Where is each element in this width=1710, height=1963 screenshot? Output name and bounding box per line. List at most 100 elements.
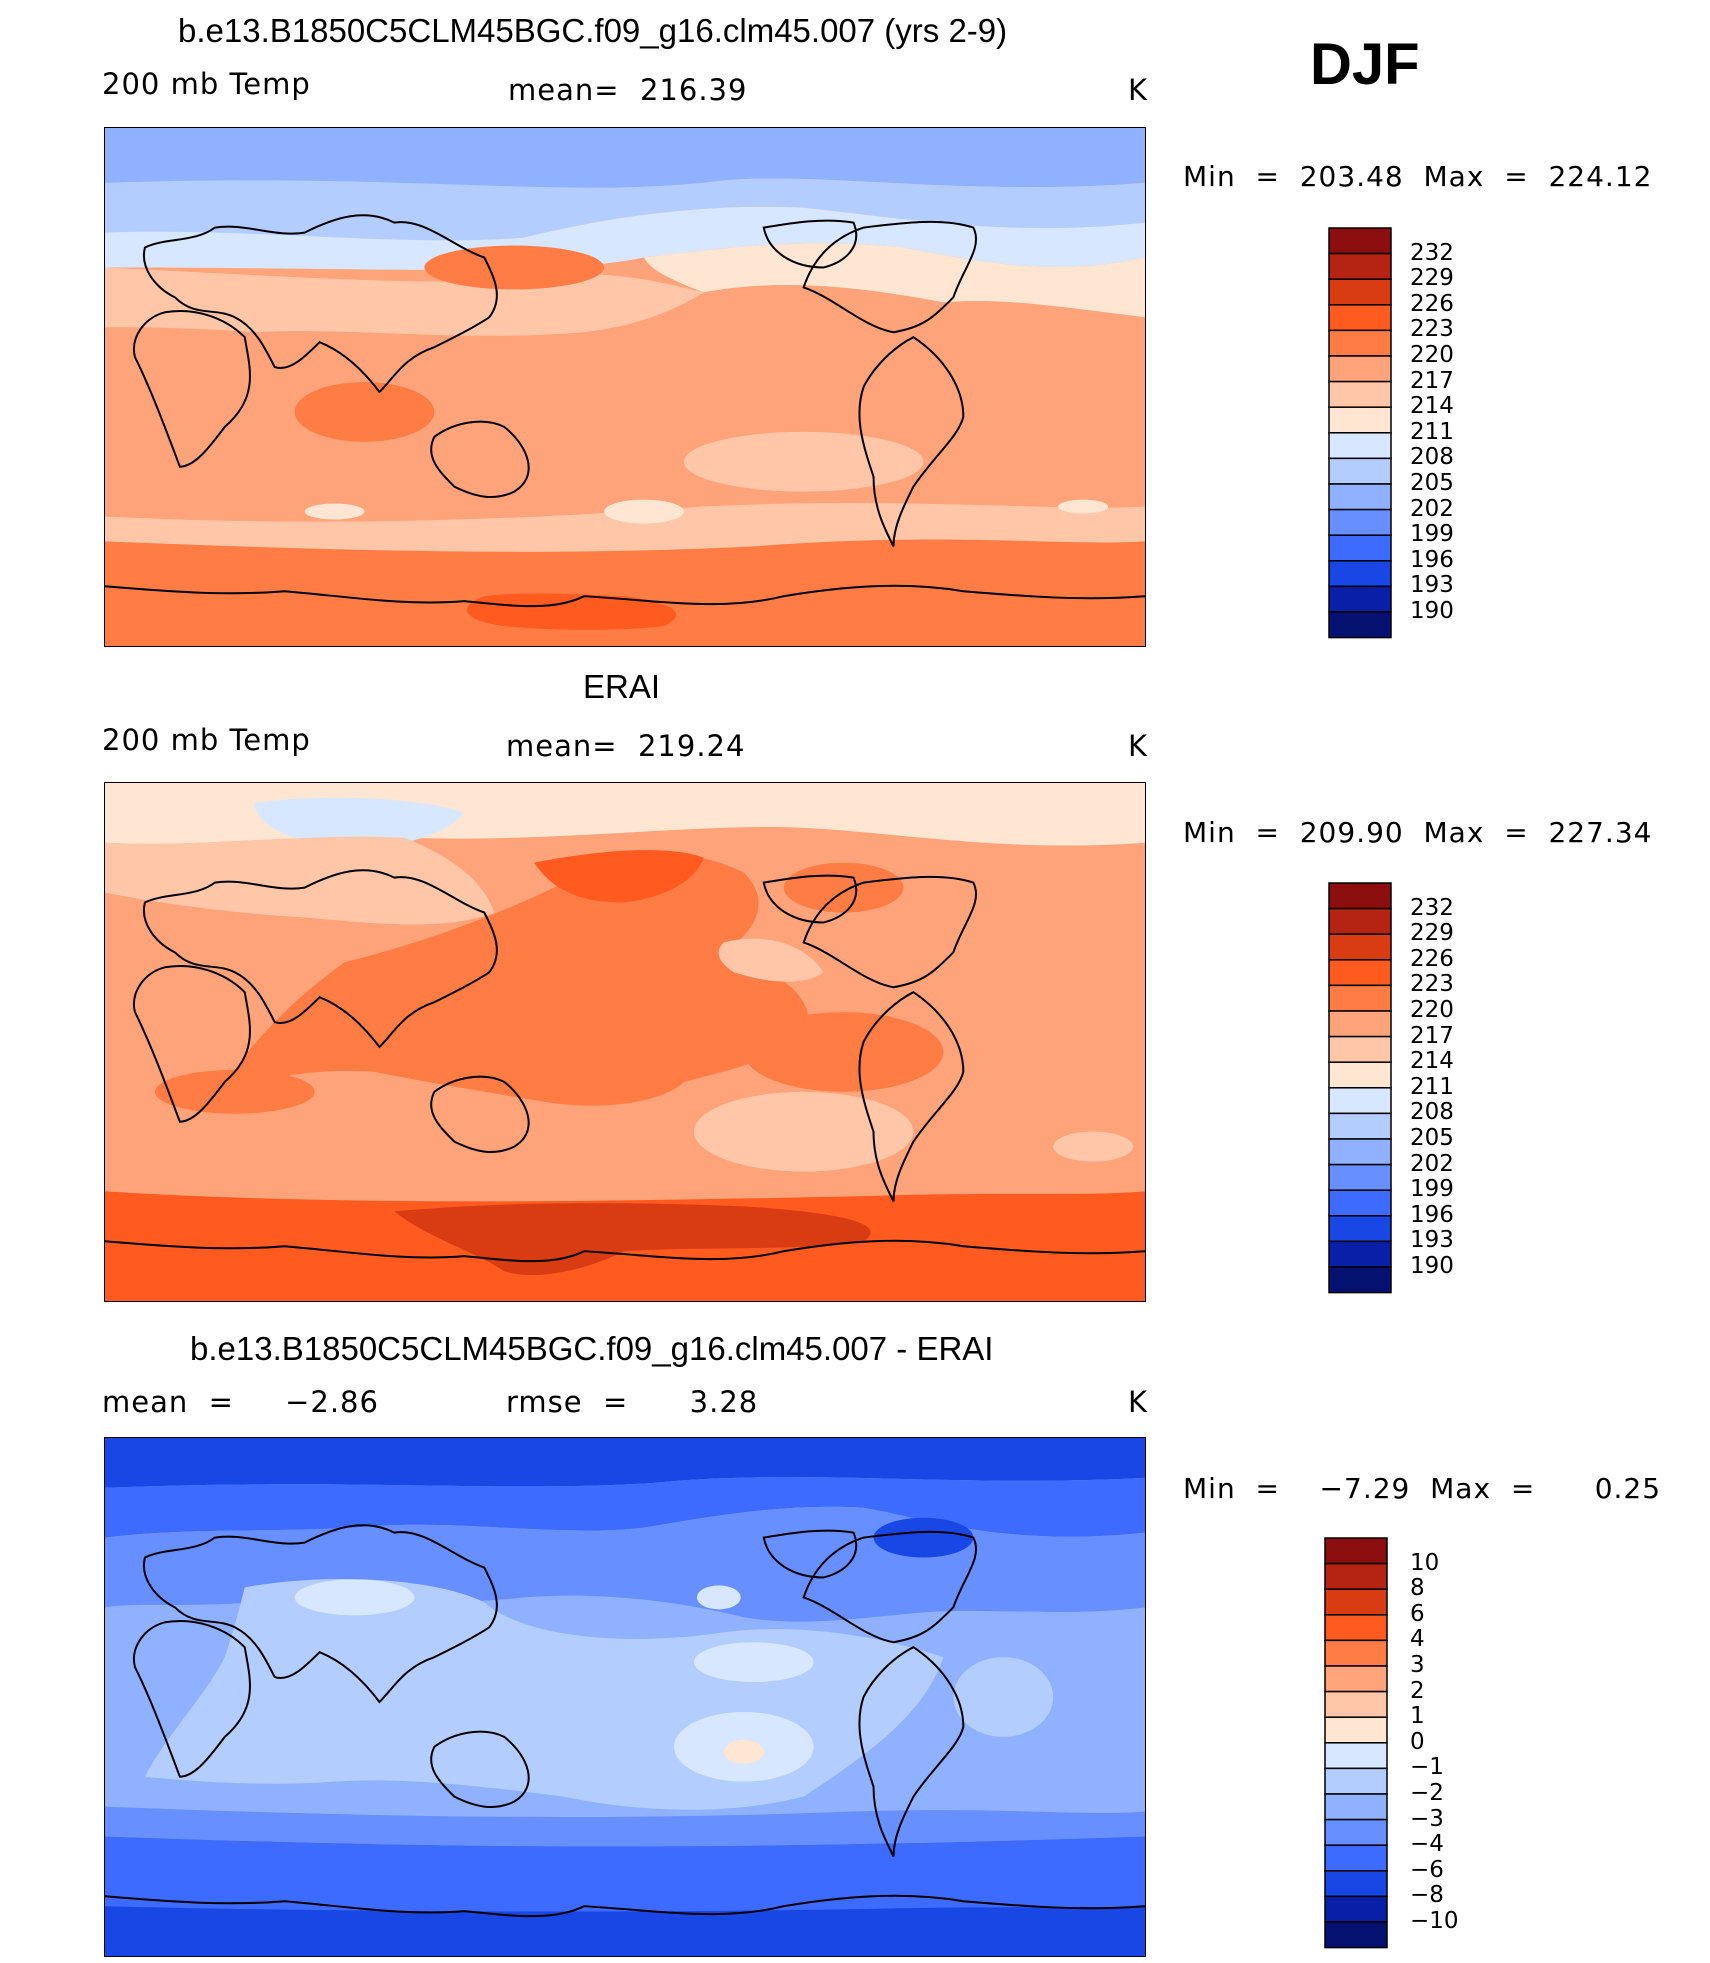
colorbar-level-label: 10	[1410, 1549, 1440, 1576]
colorbar-swatch	[1324, 1742, 1388, 1770]
colorbar-level-label: 223	[1410, 316, 1454, 343]
colorbar-level-label: 214	[1410, 393, 1454, 420]
colorbar-swatch	[1328, 1035, 1392, 1063]
minmax-label: Min = 203.48 Max = 224.12	[1183, 160, 1653, 193]
colorbar-level-label: 220	[1410, 997, 1454, 1023]
panel-title: b.e13.B1850C5CLM45BGC.f09_g16.clm45.007 …	[190, 1330, 994, 1367]
colorbar-level-label: 208	[1410, 1099, 1454, 1126]
colorbar-level-label: 229	[1410, 265, 1454, 292]
colorbar-swatch	[1328, 611, 1392, 639]
colorbar-level-label: 217	[1410, 367, 1454, 394]
colorbar-level-label: 0	[1410, 1728, 1425, 1755]
colorbar-swatch	[1328, 1061, 1392, 1089]
colorbar-swatch	[1324, 1870, 1388, 1898]
colorbar-level-label: 190	[1410, 598, 1454, 624]
colorbar-swatch	[1324, 1614, 1388, 1642]
colorbar-swatch	[1328, 432, 1392, 460]
colorbar-level-label: 196	[1410, 546, 1454, 573]
colorbar-level-label: 226	[1410, 945, 1454, 972]
colorbar-level-label: 3	[1410, 1652, 1425, 1678]
colorbar-level-label: 199	[1410, 1176, 1454, 1203]
colorbar-swatch	[1328, 355, 1392, 383]
colorbar-swatch	[1328, 1087, 1392, 1115]
colorbar-swatch	[1324, 1588, 1388, 1616]
variable-label: 200 mb Temp	[102, 723, 311, 757]
colorbar-swatch	[1324, 1793, 1388, 1821]
colorbar-swatch	[1328, 304, 1392, 332]
colorbar-level-label: 2	[1410, 1677, 1425, 1704]
colorbar-level-label: 190	[1410, 1253, 1454, 1279]
colorbar-swatch	[1324, 1767, 1388, 1795]
colorbar: 10 8 6 4 3 2 1 0 −1 −2 −3 −4 −6 −8 −10	[1324, 1537, 1574, 1949]
colorbar-level-label: 229	[1410, 920, 1454, 947]
colorbar-level-label: 202	[1410, 1150, 1454, 1177]
colorbar-swatch	[1328, 560, 1392, 588]
colorbar-swatch	[1328, 508, 1392, 536]
colorbar-level-label: 196	[1410, 1201, 1454, 1228]
units-label: K	[1128, 729, 1149, 763]
colorbar-level-label: 220	[1410, 342, 1454, 368]
colorbar-swatches	[1324, 1537, 1388, 1949]
colorbar-swatch	[1324, 1844, 1388, 1872]
colorbar-swatch	[1324, 1716, 1388, 1744]
mean-label: mean = −2.86	[102, 1385, 379, 1419]
mean-label: mean= 219.24	[506, 729, 746, 763]
colorbar-level-label: 202	[1410, 495, 1454, 522]
colorbar-level-label: −1	[1410, 1754, 1444, 1781]
units-label: K	[1128, 73, 1149, 107]
colorbar-swatch	[1328, 252, 1392, 280]
mean-label: mean= 216.39	[508, 73, 748, 107]
colorbar-swatch	[1328, 457, 1392, 485]
colorbar-swatch	[1328, 959, 1392, 987]
panel-title: b.e13.B1850C5CLM45BGC.f09_g16.clm45.007 …	[178, 12, 1008, 49]
colorbar-swatch	[1328, 1010, 1392, 1038]
colorbar-level-label: 232	[1410, 239, 1454, 266]
colorbar-level-label: 199	[1410, 521, 1454, 548]
colorbar-level-label: 214	[1410, 1048, 1454, 1075]
colorbar-swatch	[1324, 1895, 1388, 1923]
colorbar-swatch	[1324, 1639, 1388, 1667]
colorbar-level-label: 8	[1410, 1575, 1425, 1602]
colorbar-level-label: 193	[1410, 1227, 1454, 1254]
colorbar-swatches	[1328, 882, 1392, 1294]
colorbar-swatch	[1328, 1240, 1392, 1268]
colorbar-level-label: 6	[1410, 1600, 1425, 1627]
colorbar-swatch	[1328, 1163, 1392, 1191]
colorbar-swatch	[1328, 585, 1392, 613]
colorbar-swatch	[1324, 1665, 1388, 1693]
colorbar-swatch	[1328, 933, 1392, 961]
colorbar-swatch	[1328, 483, 1392, 511]
colorbar-level-label: 1	[1410, 1703, 1425, 1730]
colorbar-level-label: 4	[1410, 1626, 1425, 1653]
colorbar-swatch	[1328, 1215, 1392, 1243]
colorbar-swatch	[1324, 1537, 1388, 1565]
colorbar-level-label: −2	[1410, 1780, 1444, 1806]
colorbar-swatch	[1328, 329, 1392, 357]
colorbar-level-label: 205	[1410, 1125, 1454, 1151]
season-label: DJF	[1310, 32, 1420, 97]
panel-title: ERAI	[583, 668, 661, 705]
colorbar-level-label: −3	[1410, 1805, 1444, 1832]
colorbar-swatch	[1324, 1921, 1388, 1949]
colorbar: 232 229 226 223 220 217 214 211 208 205 202 199 196 1…	[1328, 227, 1578, 639]
colorbar-swatch	[1328, 406, 1392, 434]
colorbar: 232 229 226 223 220 217 214 211 208 205 202 199 196 1…	[1328, 882, 1578, 1294]
colorbar-swatch	[1328, 1266, 1392, 1294]
colorbar-level-label: −6	[1410, 1856, 1444, 1883]
minmax-label: Min = −7.29 Max = 0.25	[1183, 1472, 1662, 1505]
colorbar-level-label: −4	[1410, 1831, 1444, 1858]
map-model	[104, 127, 1146, 647]
colorbar-swatch	[1328, 227, 1392, 255]
rmse-label: rmse = 3.28	[506, 1385, 759, 1419]
map-difference	[104, 1437, 1146, 1957]
colorbar-swatch	[1328, 882, 1392, 910]
colorbar-level-label: 226	[1410, 290, 1454, 317]
colorbar-swatch	[1328, 278, 1392, 306]
variable-label: 200 mb Temp	[102, 67, 311, 101]
colorbar-swatch	[1328, 1138, 1392, 1166]
colorbar-level-label: −10	[1410, 1908, 1459, 1934]
colorbar-level-label: 193	[1410, 572, 1454, 599]
colorbar-level-label: 211	[1410, 1073, 1454, 1100]
colorbar-swatch	[1328, 1189, 1392, 1217]
colorbar-level-label: 208	[1410, 444, 1454, 471]
